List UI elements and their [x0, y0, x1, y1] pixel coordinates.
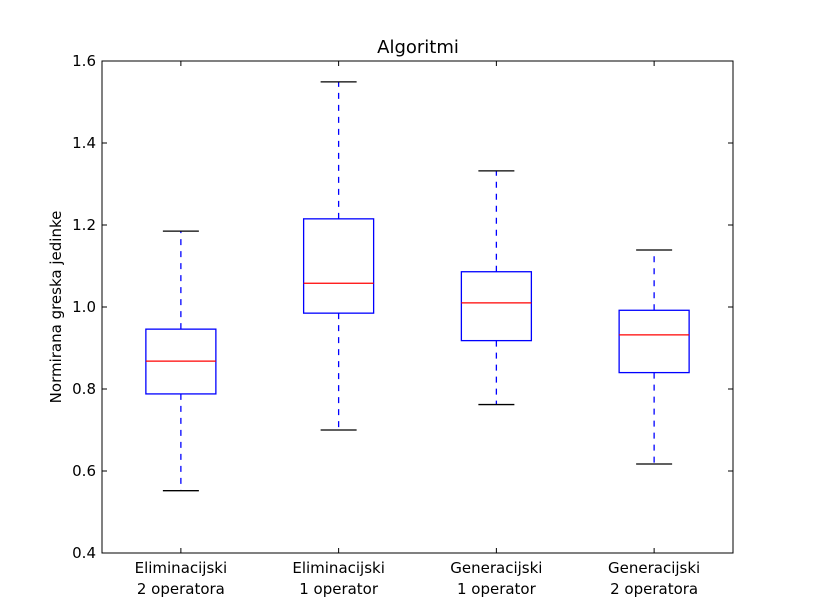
plot-frame	[101, 60, 734, 554]
chart-title: Algoritmi	[377, 37, 459, 58]
box-2	[460, 271, 533, 342]
y-axis-label: Normirana greska jedinke	[47, 211, 65, 404]
y-tick-label-3: 1.0	[72, 298, 96, 316]
x-tick-label-1-0: Eliminacijski	[292, 559, 385, 577]
x-tick-label-2-1: 1 operator	[457, 580, 537, 598]
y-tick-label-1: 0.6	[72, 462, 96, 480]
box-3	[618, 309, 690, 374]
y-tick-label-6: 1.6	[72, 52, 96, 70]
y-tick-label-4: 1.2	[72, 216, 96, 234]
x-tick-label-1-1: 1 operator	[299, 580, 379, 598]
x-tick-label-3-1: 2 operatora	[610, 580, 698, 598]
x-tick-label-3-0: Generacijski	[608, 559, 700, 577]
box-1	[302, 218, 375, 314]
plot-area: 0.4 0.6 0.8 1.0 1.2 1.4 1.6 Eliminacijski 2 oper…	[72, 52, 733, 598]
x-tick-label-0-1: 2 operatora	[137, 580, 225, 598]
y-tick-label-2: 0.8	[72, 380, 96, 398]
y-tick-label-5: 1.4	[72, 134, 96, 152]
x-tick-label-2-0: Generacijski	[450, 559, 542, 577]
y-tick-label-0: 0.4	[72, 544, 96, 562]
x-tick-label-0-0: Eliminacijski	[135, 559, 228, 577]
